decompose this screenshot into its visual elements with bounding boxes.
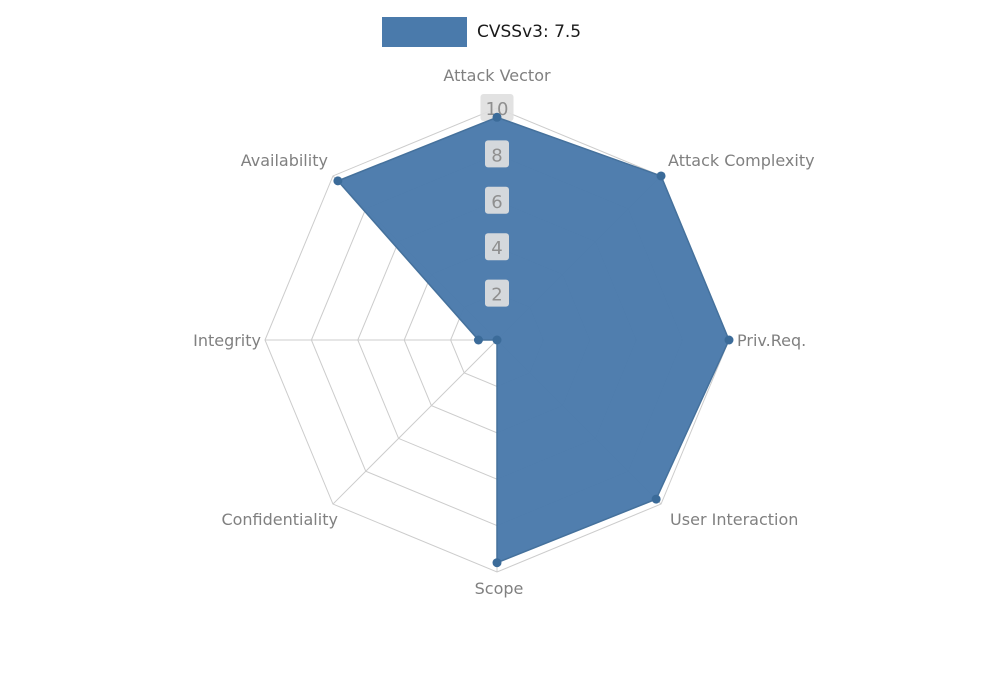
legend-label: CVSSv3: 7.5: [477, 22, 582, 42]
series-point: [492, 112, 502, 122]
series-point: [724, 335, 734, 345]
axis-label-integrity: Integrity: [193, 331, 261, 350]
legend-item[interactable]: CVSSv3: 7.5: [382, 17, 581, 47]
radial-tick-box: [485, 233, 509, 261]
radial-tick-8: 8: [485, 140, 509, 168]
radial-tick-label: 6: [491, 192, 502, 213]
radial-tick-box: [480, 94, 514, 121]
radial-tick-4: 4: [485, 233, 509, 261]
series-point: [656, 171, 666, 181]
axis-label-user-interaction: User Interaction: [670, 510, 798, 529]
legend-swatch[interactable]: [382, 17, 467, 47]
radial-tick-10: 10: [480, 94, 514, 121]
axis-label-scope: Scope: [475, 579, 524, 598]
axis-label-availability: Availability: [241, 151, 328, 170]
radial-tick-label: 2: [491, 285, 502, 306]
radial-tick-6: 6: [485, 186, 509, 214]
series-point: [333, 176, 343, 186]
radial-tick-label: 10: [486, 99, 509, 120]
series-point: [492, 558, 502, 568]
series-point: [492, 335, 502, 345]
series-point: [651, 494, 661, 504]
radial-tick-label: 4: [491, 238, 502, 259]
radial-tick-box: [485, 279, 509, 307]
grid-spoke: [332, 339, 498, 505]
radial-tick-2: 2: [485, 279, 509, 307]
axis-label-attack-vector: Attack Vector: [443, 66, 551, 85]
series-point: [473, 335, 483, 345]
axis-label-confidentiality: Confidentiality: [221, 510, 337, 529]
axis-label-attack-complexity: Attack Complexity: [668, 151, 815, 170]
axis-label-priv-req: Priv.Req.: [737, 331, 806, 350]
radial-tick-box: [485, 186, 509, 214]
radial-tick-label: 8: [491, 145, 502, 166]
radial-tick-box: [485, 140, 509, 168]
